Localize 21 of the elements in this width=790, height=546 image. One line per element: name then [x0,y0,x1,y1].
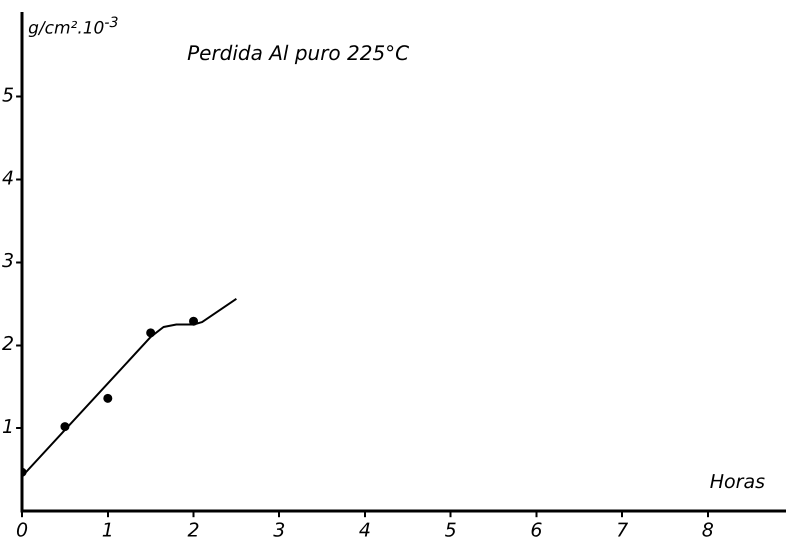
y-tick-label: 4 [2,167,14,190]
x-tick-label: 7 [616,520,628,542]
x-tick-label: 5 [444,520,457,542]
x-tick-label: 2 [187,520,200,542]
text: Perdida Al puro 225°C [187,41,410,66]
x-tick-label: 0 [16,520,28,542]
x-tick-label: 8 [702,520,714,542]
x-tick-label: 3 [273,520,286,542]
x-tick-label: 4 [358,520,372,542]
point [103,394,112,403]
point [189,316,198,326]
x-tick-label: 1 [102,520,114,542]
y-axis-title: g/cm².10$^{-3}$ [28,15,118,40]
point [146,328,156,338]
x-axis-title: Horas [710,471,765,494]
x-tick-label: 6 [530,520,542,542]
point [60,422,70,432]
y-tick-label: 1 [2,416,14,438]
y-tick-label: 5 [2,84,14,106]
y-tick-label: 3 [2,250,14,272]
y-tick-label: 2 [2,333,14,356]
